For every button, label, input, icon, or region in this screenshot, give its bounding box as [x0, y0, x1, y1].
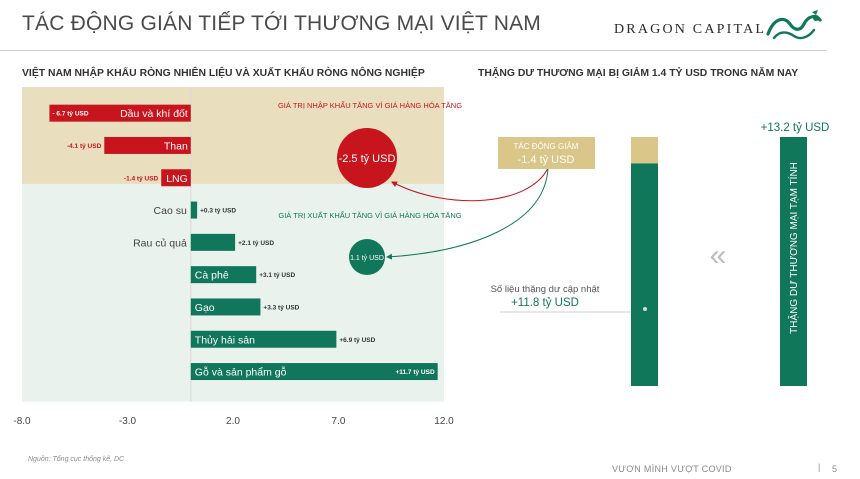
- bar-category-label-3: Cao su: [154, 205, 187, 217]
- bar-category-label-5: Cà phê: [195, 270, 229, 282]
- bar-8: [190, 363, 438, 381]
- bar-value-label-8: +11.7 tỷ USD: [395, 369, 435, 376]
- bar-7: [190, 330, 337, 348]
- updated-surplus-bar: [631, 163, 658, 386]
- page-title: TÁC ĐỘNG GIÁN TIẾP TỚI THƯƠNG MẠI VIỆT N…: [22, 12, 541, 35]
- bar-category-label-6: Gạo: [195, 302, 215, 314]
- bar-2: [161, 169, 191, 187]
- bar-category-label-0: Dầu và khí đốt: [120, 108, 188, 120]
- bar-value-label-3: +0.3 tỷ USD: [200, 208, 236, 215]
- import-impact-label: -2.5 tỷ USD: [339, 153, 396, 165]
- x-tick-label-4: 12.0: [434, 416, 454, 427]
- chevron-left-icon: «: [710, 239, 727, 272]
- bar-4: [190, 233, 236, 251]
- footer-tagline: VƯƠN MÌNH VƯỢT COVID: [612, 464, 732, 474]
- x-tick-label-3: 7.0: [332, 416, 346, 427]
- bar-value-label-2: -1.4 tỷ USD: [124, 175, 159, 182]
- dragon-logo-icon: [766, 10, 822, 40]
- import-annotation-line1: GIÁ TRỊ NHẬP KHẨU TĂNG VÌ GIÁ HÀNG HÓA T…: [278, 101, 462, 110]
- total-surplus-label: THẶNG DƯ THƯƠNG MẠI TẠM TÍNH: [787, 162, 800, 334]
- bar-category-label-4: Rau củ quả: [133, 237, 187, 249]
- updated-bar-marker: [643, 307, 647, 311]
- left-chart-subtitle: VIỆT NAM NHẬP KHẨU RÒNG NHIÊN LIỆU VÀ XU…: [22, 68, 425, 79]
- bar-6: [190, 298, 261, 316]
- bar-value-label-0: - 6.7 tỷ USD: [52, 111, 88, 118]
- updated-surplus-caption: Số liệu thặng dư cập nhật: [491, 284, 600, 295]
- bar-0: [49, 104, 191, 122]
- import-impact-circle: [337, 128, 397, 188]
- bar-1: [104, 136, 191, 154]
- bar-value-label-4: +2.1 tỷ USD: [238, 240, 274, 247]
- brand-name: DRAGON CAPITAL: [614, 22, 767, 37]
- bar-category-label-1: Than: [164, 140, 188, 152]
- x-tick-label-0: -8.0: [13, 416, 31, 427]
- impact-label: TÁC ĐỘNG GIẢM: [514, 142, 579, 151]
- bar-value-label-7: +6.9 tỷ USD: [339, 337, 375, 344]
- bar-category-label-8: Gỗ và sản phẩm gỗ: [195, 366, 287, 379]
- import-connector-arrow: [391, 167, 549, 202]
- page-number: 5: [832, 464, 838, 474]
- bar-3: [190, 201, 198, 219]
- bar-5: [190, 266, 257, 284]
- export-impact-circle: [349, 239, 385, 275]
- bar-category-label-7: Thủy hải sản: [195, 334, 255, 346]
- impact-bar: [631, 137, 658, 164]
- bar-value-label-5: +3.1 tỷ USD: [259, 272, 295, 279]
- export-connector-arrow: [386, 167, 549, 260]
- export-annotation-line1: GIÁ TRỊ XUẤT KHẨU TĂNG VÌ GIÁ HÀNG HÓA T…: [278, 210, 461, 220]
- footer-separator: |: [818, 462, 821, 472]
- bar-value-label-6: +3.3 tỷ USD: [263, 304, 299, 311]
- bar-category-label-2: LNG: [166, 173, 188, 185]
- bar-value-label-1: -4.1 tỷ USD: [67, 143, 102, 150]
- x-tick-label-1: -3.0: [119, 416, 137, 427]
- impact-label-box: [498, 137, 595, 169]
- export-impact-label: 1.1 tỷ USD: [350, 255, 384, 262]
- total-surplus-value: +13.2 tỷ USD: [761, 122, 830, 134]
- header-divider: [0, 50, 826, 51]
- x-tick-label-2: 2.0: [226, 416, 240, 427]
- impact-value: -1.4 tỷ USD: [518, 154, 575, 166]
- right-chart-subtitle: THẶNG DƯ THƯƠNG MẠI BỊ GIẢM 1.4 TỶ USD T…: [478, 68, 799, 79]
- updated-surplus-value: +11.8 tỷ USD: [511, 297, 579, 309]
- total-surplus-bar: [780, 137, 807, 386]
- source-note: Nguồn: Tổng cục thống kê, DC: [28, 456, 125, 463]
